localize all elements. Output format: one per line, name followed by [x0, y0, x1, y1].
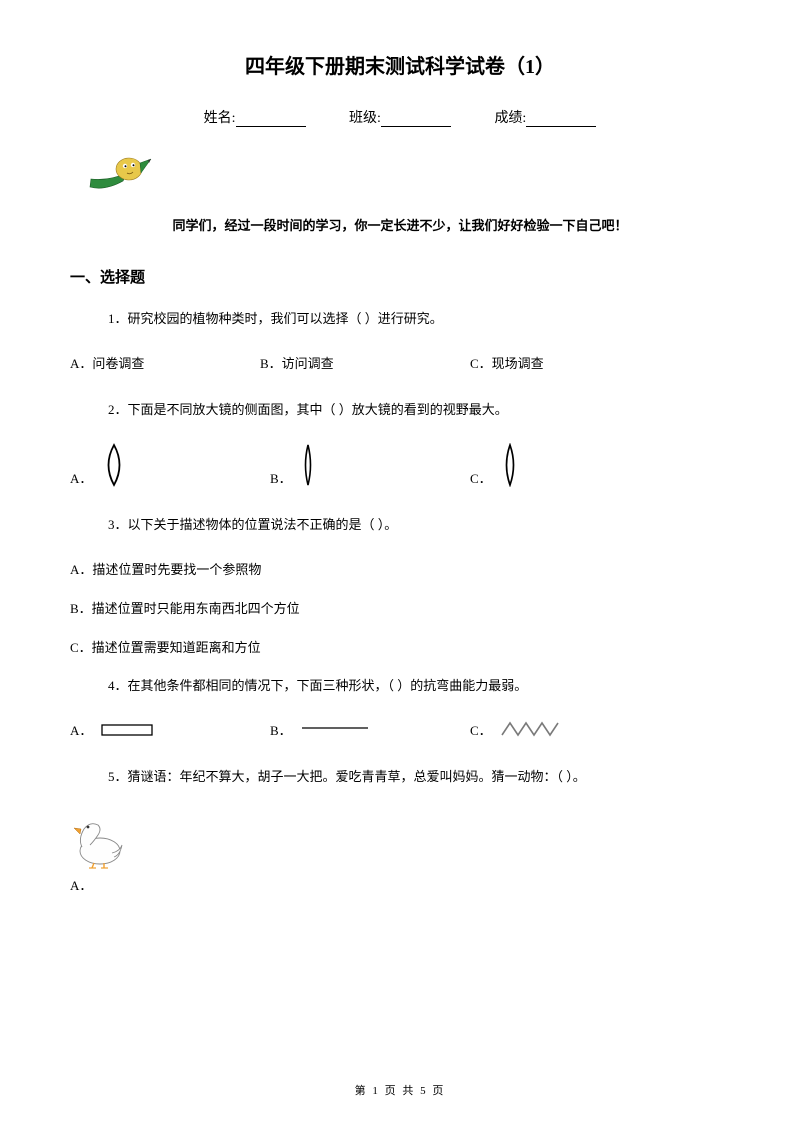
- q4-option-a-label: A．: [70, 720, 92, 739]
- q3-options: A．描述位置时先要找一个参照物 B．描述位置时只能用东南西北四个方位 C．描述位…: [70, 559, 730, 656]
- q1-text: 1．研究校园的植物种类时，我们可以选择（ ）进行研究。: [70, 309, 730, 329]
- q3-option-a: A．描述位置时先要找一个参照物: [70, 559, 730, 578]
- lens-medium-icon: [500, 443, 520, 487]
- q4-options: A． B． C．: [70, 719, 730, 739]
- section-1-heading: 一、选择题: [70, 266, 730, 287]
- q2-option-b-label: B．: [270, 468, 292, 487]
- q3-text: 3．以下关于描述物体的位置说法不正确的是（ ）。: [70, 515, 730, 535]
- q2-option-a-label: A．: [70, 468, 92, 487]
- class-blank[interactable]: [381, 113, 451, 127]
- page-footer: 第 1 页 共 5 页: [0, 1082, 800, 1098]
- q4-option-c-label: C．: [470, 720, 492, 739]
- student-info-line: 姓名: 班级: 成绩:: [70, 107, 730, 127]
- name-blank[interactable]: [236, 113, 306, 127]
- q1-option-b: B．访问调查: [260, 353, 470, 372]
- score-label: 成绩:: [494, 107, 526, 127]
- q5-option-a-label: A．: [70, 878, 92, 893]
- duck-icon: [70, 811, 730, 869]
- score-blank[interactable]: [526, 113, 596, 127]
- page-title: 四年级下册期末测试科学试卷（1）: [70, 50, 730, 79]
- q2-option-c-label: C．: [470, 468, 492, 487]
- q1-option-c: C．现场调查: [470, 353, 730, 372]
- lens-narrow-icon: [300, 443, 316, 487]
- q2-options: A． B． C．: [70, 443, 730, 487]
- class-label: 班级:: [349, 107, 381, 127]
- q4-option-b-label: B．: [270, 720, 292, 739]
- q3-option-b: B．描述位置时只能用东南西北四个方位: [70, 598, 730, 617]
- q5-option-a: A．: [70, 811, 730, 894]
- q2-text: 2．下面是不同放大镜的侧面图，其中（ ）放大镜的看到的视野最大。: [70, 400, 730, 420]
- q1-option-a: A．问卷调查: [70, 353, 260, 372]
- name-label: 姓名:: [204, 107, 236, 127]
- q5-text: 5．猜谜语：年纪不算大，胡子一大把。爱吃青青草，总爱叫妈妈。猜一动物：（ ）。: [70, 767, 730, 787]
- intro-text: 同学们，经过一段时间的学习，你一定长进不少，让我们好好检验一下自己吧！: [70, 215, 730, 234]
- shape-rectangle-icon: [100, 721, 154, 739]
- shape-zigzag-icon: [500, 719, 562, 739]
- pencil-icon: [85, 147, 730, 195]
- q4-text: 4．在其他条件都相同的情况下，下面三种形状，（ ）的抗弯曲能力最弱。: [70, 676, 730, 696]
- q3-option-c: C．描述位置需要知道距离和方位: [70, 637, 730, 656]
- shape-flat-icon: [300, 721, 370, 739]
- q1-options: A．问卷调查 B．访问调查 C．现场调查: [70, 353, 730, 372]
- lens-wide-icon: [100, 443, 128, 487]
